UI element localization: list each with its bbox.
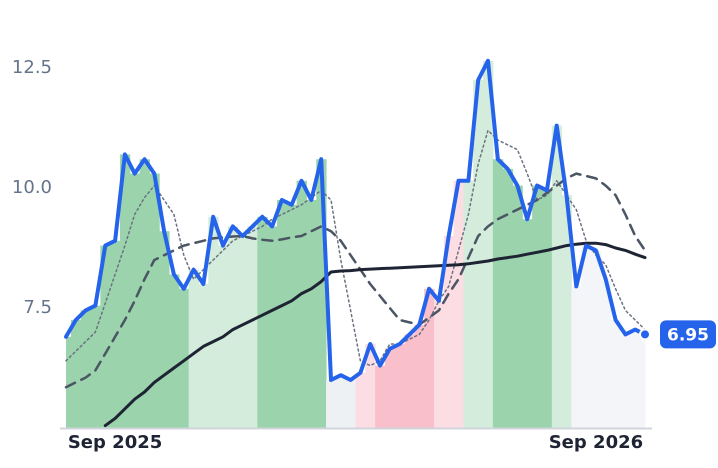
average-line xyxy=(64,172,647,389)
area-segment xyxy=(620,334,631,428)
area-segment xyxy=(375,365,386,428)
area-segment xyxy=(345,380,356,428)
area-segment xyxy=(70,320,82,428)
average-line xyxy=(103,241,647,428)
area-segment xyxy=(326,380,337,428)
area-segment xyxy=(90,305,101,428)
area-segment xyxy=(591,250,602,428)
area-segment xyxy=(80,310,92,428)
area-segment xyxy=(178,288,190,428)
area-segment xyxy=(532,185,543,428)
area-segment xyxy=(198,284,209,428)
last-point xyxy=(639,328,651,341)
area-segment xyxy=(188,269,199,428)
area-segment xyxy=(453,180,464,428)
area-segment xyxy=(630,329,641,428)
area-segment xyxy=(443,236,455,428)
area-segment xyxy=(571,286,582,428)
y-tick-label: 12.5 xyxy=(12,57,52,78)
area-segment xyxy=(512,185,523,428)
area-segment xyxy=(483,60,494,429)
x-tick-label: Sep 2025 xyxy=(68,432,162,453)
area-segment xyxy=(365,344,376,428)
area-segment xyxy=(159,231,170,428)
area-segment xyxy=(237,236,249,428)
area-segment xyxy=(149,173,160,428)
area-segment xyxy=(129,173,141,428)
area-segment xyxy=(276,200,288,428)
x-tick-label: Sep 2026 xyxy=(549,432,643,453)
area-segment xyxy=(581,245,592,428)
area-segment xyxy=(119,154,131,428)
area-segment xyxy=(610,320,621,428)
area-segment xyxy=(394,344,406,428)
area-segment xyxy=(463,180,474,428)
area-segment xyxy=(404,334,415,428)
area-segment xyxy=(551,125,563,428)
area-segment xyxy=(492,159,504,428)
area-segment xyxy=(316,159,327,428)
area-segment xyxy=(66,336,72,428)
price-line xyxy=(64,58,647,382)
area-segment xyxy=(267,226,278,428)
y-tick-label: 10.0 xyxy=(12,177,52,198)
y-tick-label: 7.5 xyxy=(23,297,52,318)
area-segment xyxy=(640,334,646,428)
area-segment xyxy=(561,195,572,428)
area-segment xyxy=(208,216,219,428)
area-segment xyxy=(424,288,435,428)
area-segment xyxy=(100,245,111,428)
area-segment xyxy=(335,375,347,428)
area-segment xyxy=(169,274,180,428)
last-value-badge xyxy=(660,320,716,349)
area-segment xyxy=(502,168,514,429)
area-segment xyxy=(522,219,533,428)
area-segment xyxy=(286,204,298,428)
area-segment xyxy=(434,300,445,428)
area-segment xyxy=(541,190,553,428)
area-segment xyxy=(296,180,307,428)
area-segment xyxy=(306,200,317,428)
area-segment xyxy=(355,372,366,428)
area-segment xyxy=(384,348,396,428)
area-segment xyxy=(414,324,425,428)
area-segment xyxy=(139,159,150,428)
last-value-label: 6.95 xyxy=(667,325,709,345)
area-segment xyxy=(473,80,484,428)
area-segment xyxy=(247,226,258,428)
area-segment xyxy=(227,226,239,428)
area-segment xyxy=(257,216,268,428)
area-segment xyxy=(600,279,612,428)
